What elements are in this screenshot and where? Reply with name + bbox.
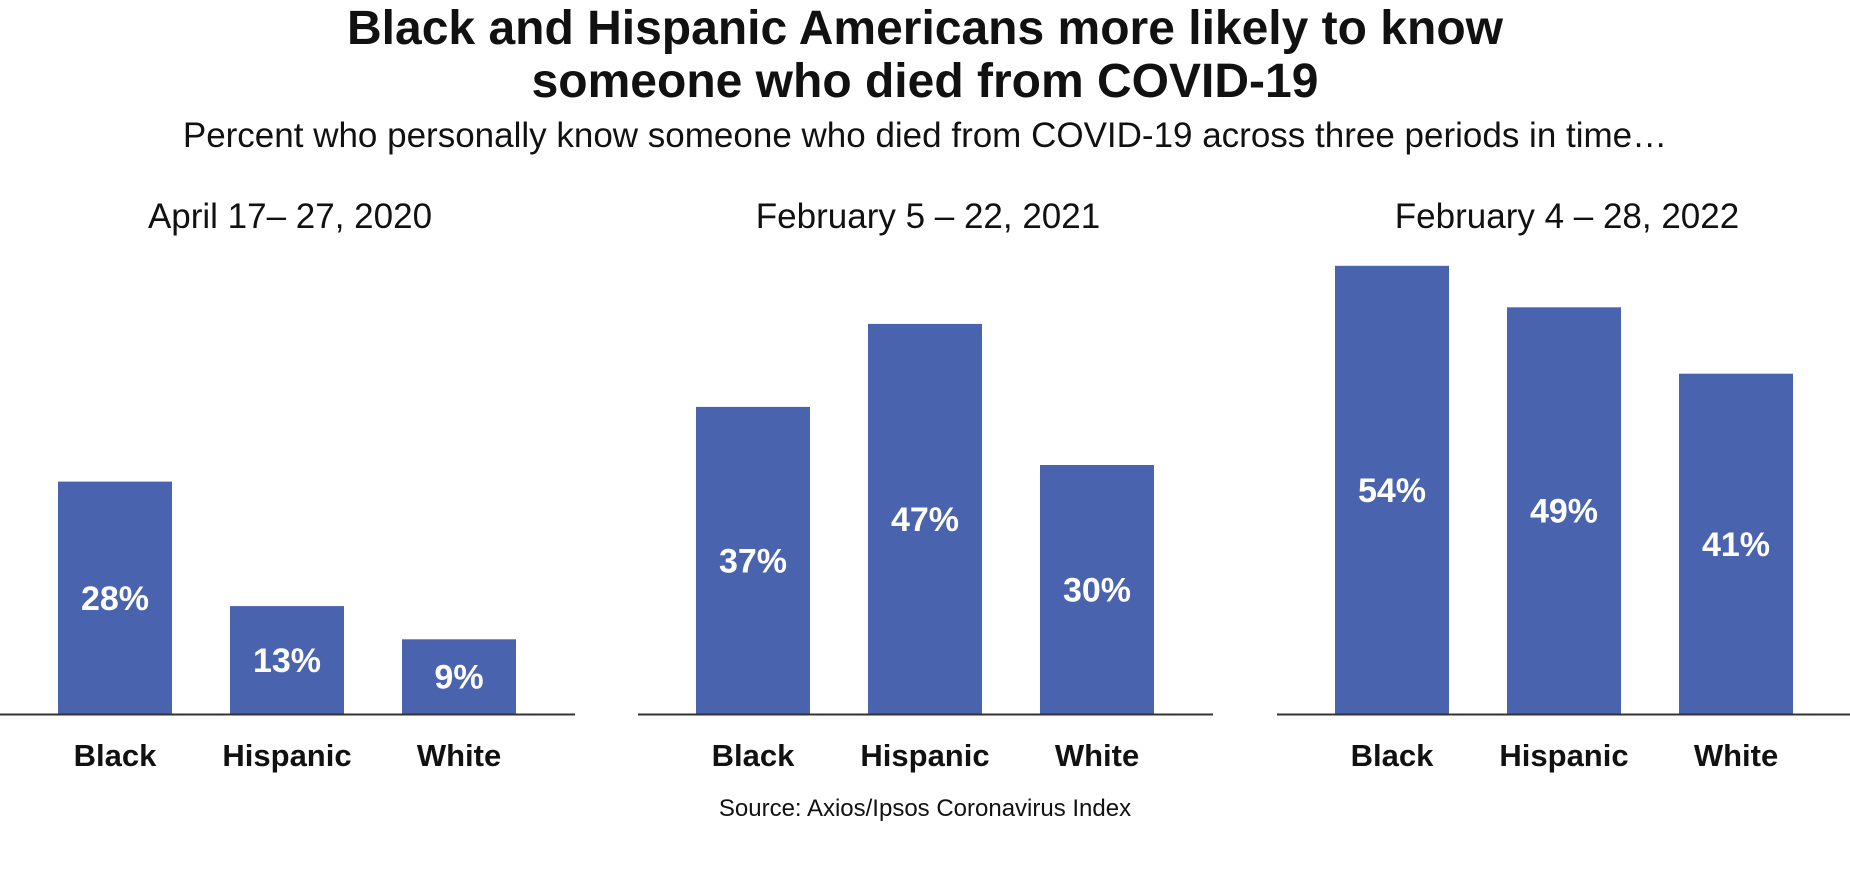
bar-2-hispanic <box>868 323 982 714</box>
chart-title-line-1: Black and Hispanic Americans more likely… <box>347 2 1503 55</box>
category-label-2-white: White <box>1055 738 1139 773</box>
bar-3-hispanic <box>1507 307 1621 714</box>
bar-3-white <box>1679 373 1793 714</box>
chart-title: Black and Hispanic Americans more likely… <box>0 2 1850 108</box>
source-note: Source: Axios/Ipsos Coronavirus Index <box>718 795 1132 822</box>
value-label-2-white: 30% <box>1063 572 1131 610</box>
category-label-3-white: White <box>1694 738 1778 773</box>
panel-title-2: February 5 – 22, 2021 <box>756 197 1100 236</box>
value-label-1-hispanic: 13% <box>253 642 321 680</box>
value-label-1-black: 28% <box>81 580 149 618</box>
category-label-3-black: Black <box>1351 738 1434 773</box>
bar-1-white <box>402 639 516 714</box>
value-label-3-black: 54% <box>1358 472 1426 510</box>
category-label-2-hispanic: Hispanic <box>860 738 989 773</box>
category-label-1-black: Black <box>74 738 157 773</box>
category-label-3-hispanic: Hispanic <box>1499 738 1628 773</box>
category-label-1-white: White <box>417 738 501 773</box>
panel-title-3: February 4 – 28, 2022 <box>1395 197 1739 236</box>
category-label-2-black: Black <box>712 738 795 773</box>
bar-2-black <box>696 406 810 714</box>
value-label-2-black: 37% <box>719 542 787 580</box>
chart-title-line-2: someone who died from COVID-19 <box>531 55 1319 108</box>
value-label-3-hispanic: 49% <box>1530 493 1598 531</box>
bar-1-hispanic <box>230 606 344 714</box>
bar-2-white <box>1040 465 1154 714</box>
category-label-1-hispanic: Hispanic <box>222 738 351 773</box>
value-label-1-white: 9% <box>434 659 483 697</box>
value-label-3-white: 41% <box>1702 526 1770 564</box>
bar-1-black <box>58 481 172 714</box>
bar-3-black <box>1335 265 1449 714</box>
value-label-2-hispanic: 47% <box>891 501 959 539</box>
chart-subtitle: Percent who personally know someone who … <box>182 116 1668 155</box>
panel-title-1: April 17– 27, 2020 <box>148 197 432 236</box>
